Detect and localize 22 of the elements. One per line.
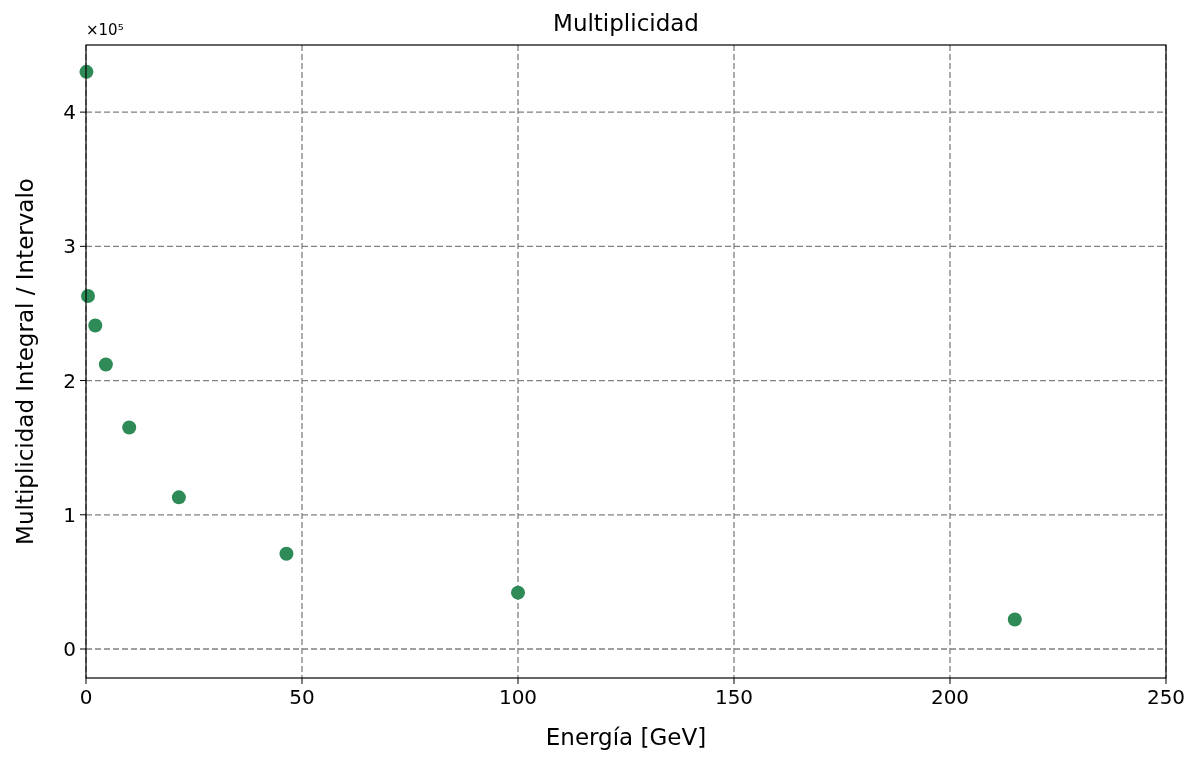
chart-title: Multiplicidad: [553, 10, 699, 36]
point: [122, 420, 137, 435]
x-tick-label: 250: [1146, 685, 1186, 709]
x-tick-label: 200: [930, 685, 970, 709]
y-tick-label: 4: [63, 100, 76, 125]
point: [1007, 612, 1022, 627]
point: [88, 318, 103, 333]
x-tick-label: 100: [498, 685, 538, 709]
x-tick-label: 150: [714, 685, 754, 709]
point: [98, 357, 113, 372]
y-tick-label: 3: [63, 234, 76, 259]
text: ×10⁵: [86, 21, 124, 39]
y-axis-title: Multiplicidad Integral / Intervalo: [12, 178, 38, 545]
point: [171, 490, 186, 505]
y-tick-label: 2: [63, 368, 76, 393]
x-axis-title: Energía [GeV]: [545, 724, 707, 750]
y-tick-label: 0: [63, 637, 76, 662]
x-tick-label: 0: [79, 685, 93, 709]
x-tick-label: 50: [289, 685, 315, 709]
point: [511, 585, 525, 600]
y-tick-label: 1: [63, 502, 76, 527]
point: [279, 546, 294, 561]
